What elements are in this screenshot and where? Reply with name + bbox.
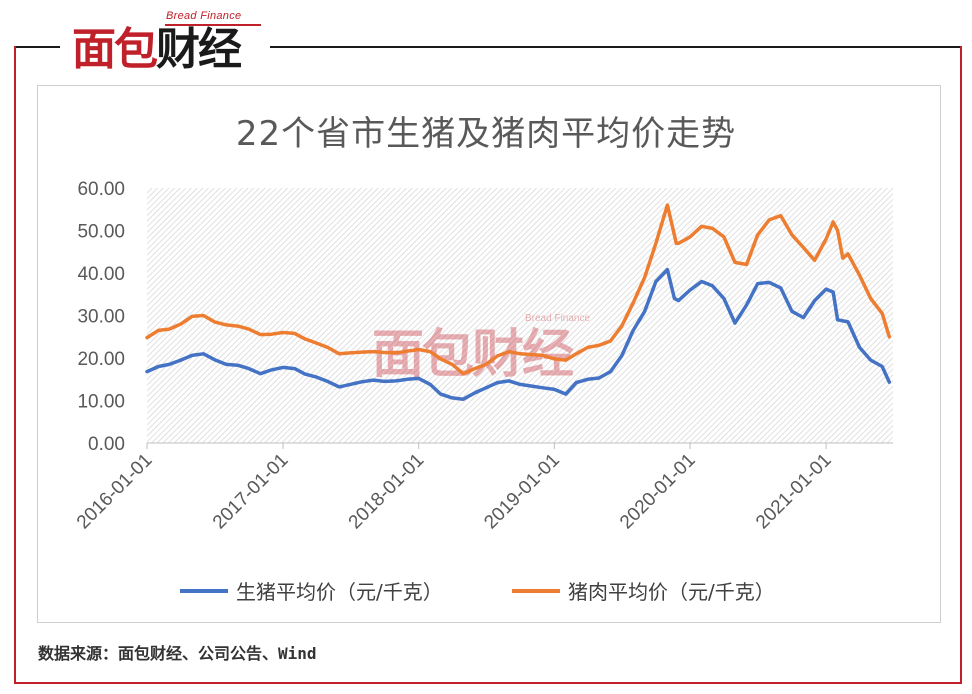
y-tick-label: 0.00 <box>88 434 125 455</box>
series-line-pork <box>145 203 892 376</box>
legend-swatch-live-pig <box>180 588 228 593</box>
x-tick-label: 2020-01-01 <box>616 450 700 534</box>
logo-name-part2: 财经 <box>156 24 242 75</box>
frame-border <box>14 46 962 684</box>
watermark-brand-en: Bread Finance <box>525 313 590 324</box>
x-axis: 2016-01-01 2017-01-01 2018-01-01 2019-01-01… <box>73 442 893 534</box>
logo: 面包财经 <box>72 24 242 75</box>
y-tick-label: 50.00 <box>77 222 125 243</box>
y-tick-label: 30.00 <box>77 307 125 328</box>
source-note: 数据来源：面包财经、公司公告、Wind <box>38 644 317 663</box>
x-tick-label: 2016-01-01 <box>73 450 157 534</box>
logo-backdrop <box>60 8 270 78</box>
frame-top-line <box>14 46 960 48</box>
logo-name-part1: 面包 <box>72 24 158 75</box>
y-axis: 0.00 10.00 20.00 30.00 40.00 50.00 60.00 <box>77 179 125 455</box>
legend-swatch-pork <box>512 588 560 593</box>
legend: 生猪平均价（元/千克） 猪肉平均价（元/千克） <box>0 576 972 606</box>
y-tick-label: 20.00 <box>77 349 125 370</box>
y-tick-label: 60.00 <box>77 179 125 200</box>
legend-label-live-pig: 生猪平均价（元/千克） <box>236 580 443 604</box>
x-tick-label: 2021-01-01 <box>752 450 836 534</box>
legend-item-live-pig: 生猪平均价（元/千克） <box>180 576 443 605</box>
x-tick-label: 2019-01-01 <box>480 450 564 534</box>
plot-area <box>147 188 893 443</box>
chart-title: 22个省市生猪及猪肉平均价走势 <box>235 114 737 154</box>
y-tick-label: 10.00 <box>77 392 125 413</box>
series-line-live-pig <box>145 267 892 401</box>
legend-label-pork: 猪肉平均价（元/千克） <box>568 580 775 604</box>
series-layer <box>145 203 892 401</box>
x-tick-label: 2017-01-01 <box>209 450 293 534</box>
legend-item-pork: 猪肉平均价（元/千克） <box>512 576 775 605</box>
logo-rule <box>165 24 261 26</box>
y-tick-label: 40.00 <box>77 264 125 285</box>
x-tick-label: 2018-01-01 <box>345 450 429 534</box>
logo-brand-en: Bread Finance <box>166 10 242 22</box>
